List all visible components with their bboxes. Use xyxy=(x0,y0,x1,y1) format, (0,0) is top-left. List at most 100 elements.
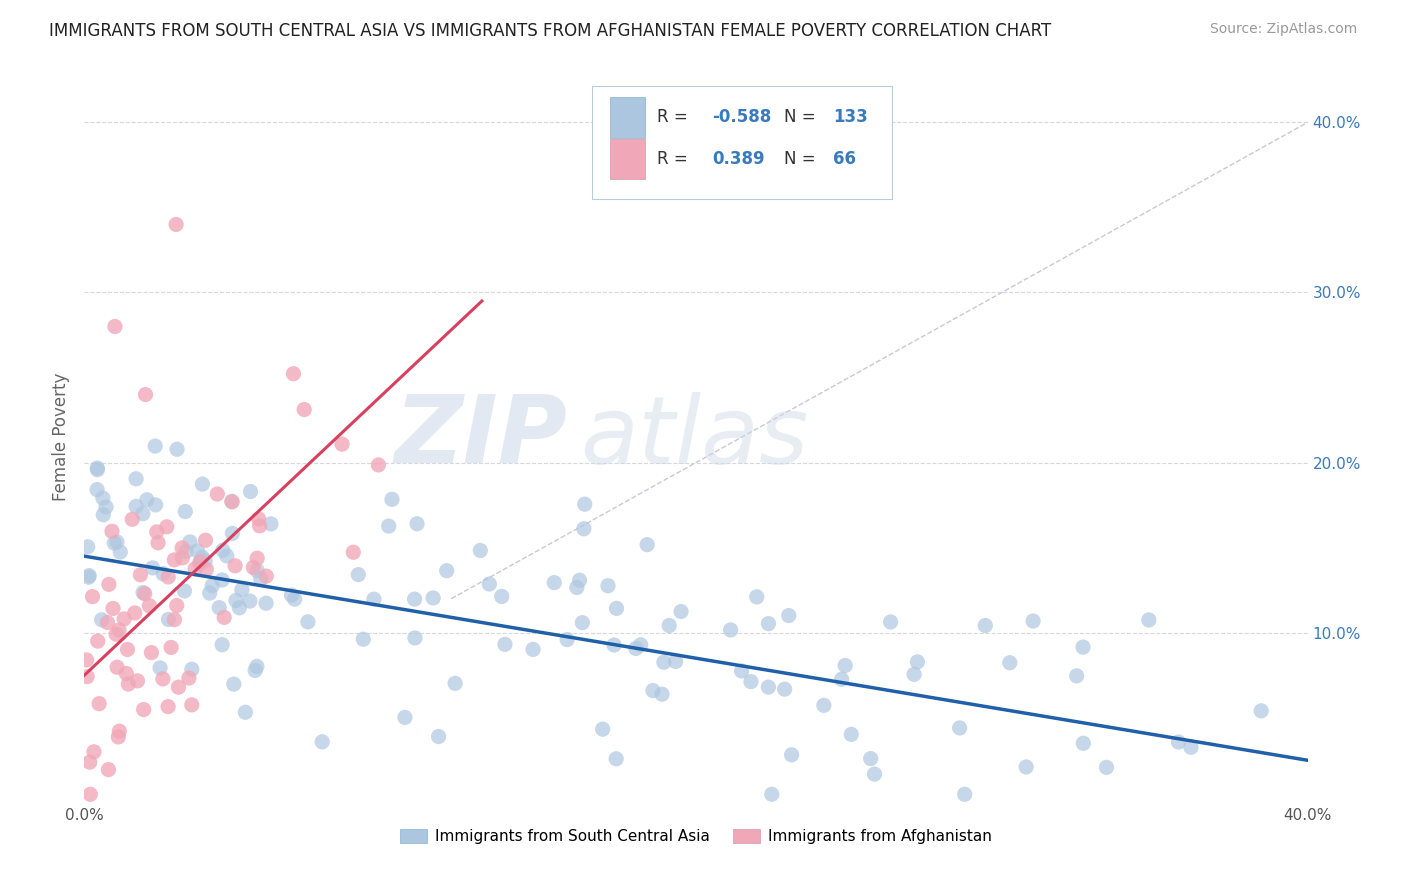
Point xyxy=(184,562,207,576)
Point xyxy=(406,516,429,531)
Point xyxy=(127,673,149,688)
Point xyxy=(90,613,112,627)
Point xyxy=(174,544,197,558)
Point xyxy=(813,698,835,713)
Text: N =: N = xyxy=(785,150,821,168)
Point xyxy=(160,640,183,655)
Point xyxy=(132,585,155,599)
Text: 0.389: 0.389 xyxy=(711,150,765,168)
Point xyxy=(163,553,186,567)
Point xyxy=(249,572,271,586)
Point xyxy=(104,319,127,334)
Point xyxy=(949,721,972,735)
Point xyxy=(145,498,167,512)
Point xyxy=(1250,704,1272,718)
Point xyxy=(163,613,186,627)
Point xyxy=(903,667,925,681)
Point xyxy=(83,745,105,759)
Point xyxy=(246,551,269,566)
Point xyxy=(624,641,647,656)
Point xyxy=(132,703,155,717)
Point xyxy=(91,491,114,505)
Y-axis label: Female Poverty: Female Poverty xyxy=(52,373,70,501)
Point xyxy=(195,562,218,576)
Point xyxy=(82,590,104,604)
Point xyxy=(239,594,262,608)
Point xyxy=(146,536,169,550)
Point xyxy=(96,615,118,630)
Text: 66: 66 xyxy=(832,150,856,168)
Point xyxy=(115,666,138,681)
Point xyxy=(221,495,243,509)
Point xyxy=(834,658,856,673)
Point xyxy=(246,564,269,578)
Point xyxy=(352,632,374,647)
Point xyxy=(212,610,235,624)
Point xyxy=(79,787,101,801)
Point xyxy=(177,671,200,685)
Point xyxy=(180,698,202,712)
Point xyxy=(231,582,253,597)
Text: R =: R = xyxy=(657,109,693,127)
Point xyxy=(180,662,202,676)
Point xyxy=(780,747,803,762)
Point xyxy=(246,659,269,673)
Point xyxy=(280,588,302,602)
Point xyxy=(907,655,929,669)
Point xyxy=(1180,740,1202,755)
Point xyxy=(172,550,194,565)
Point xyxy=(596,579,619,593)
Point xyxy=(422,591,444,605)
Point xyxy=(198,586,221,600)
Point xyxy=(141,646,163,660)
Point xyxy=(221,526,243,541)
Point xyxy=(239,484,262,499)
Point xyxy=(89,697,111,711)
Point xyxy=(1167,735,1189,749)
Point xyxy=(228,600,250,615)
Point xyxy=(592,722,614,736)
Point xyxy=(572,522,595,536)
Text: -0.588: -0.588 xyxy=(711,109,770,127)
Point xyxy=(284,592,307,607)
Point xyxy=(173,583,195,598)
Point xyxy=(1071,640,1094,654)
Point xyxy=(86,463,108,477)
Point xyxy=(974,618,997,632)
Text: N =: N = xyxy=(785,109,821,127)
Point xyxy=(157,612,180,626)
Point xyxy=(112,612,135,626)
Point xyxy=(211,638,233,652)
Point xyxy=(94,500,117,514)
Point xyxy=(773,682,796,697)
Point xyxy=(839,727,862,741)
Point xyxy=(367,458,389,472)
Point xyxy=(565,581,588,595)
Point xyxy=(221,494,243,508)
Point xyxy=(574,497,596,511)
Point xyxy=(149,661,172,675)
Point xyxy=(730,664,752,678)
Point xyxy=(254,596,277,610)
Point xyxy=(103,536,125,550)
Point xyxy=(543,575,565,590)
Point xyxy=(756,680,779,694)
Point xyxy=(292,402,315,417)
Point xyxy=(222,677,245,691)
Point xyxy=(235,706,257,720)
Point xyxy=(191,477,214,491)
Point xyxy=(142,561,165,575)
Point xyxy=(166,442,188,457)
Point xyxy=(347,567,370,582)
Point xyxy=(86,461,108,475)
Point xyxy=(247,512,270,526)
Point xyxy=(377,519,399,533)
Point xyxy=(134,587,156,601)
Point xyxy=(283,367,305,381)
Point xyxy=(105,660,128,674)
Point xyxy=(132,507,155,521)
Point xyxy=(669,605,692,619)
Point xyxy=(761,787,783,801)
Point xyxy=(77,570,100,584)
Point xyxy=(87,634,110,648)
